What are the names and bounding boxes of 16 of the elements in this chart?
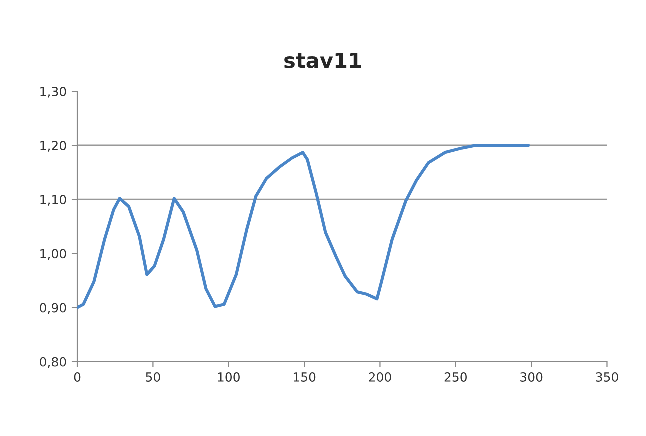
chart-title: stav11 [284,52,362,68]
x-tick-label: 300 [520,372,543,382]
x-tick-label: 50 [146,372,160,382]
x-tick-label: 0 [74,372,81,382]
y-tick-label: 1,00 [40,249,66,260]
x-tick-label: 200 [369,372,392,382]
line-series [78,144,530,310]
x-tick-label: 250 [444,372,467,382]
x-tick-label: 150 [294,372,316,382]
y-tick-label: 1,20 [40,141,66,152]
y-tick-label: 1,10 [40,195,66,206]
y-tick-label: 0,80 [40,357,66,368]
y-tick-label: 1,30 [40,87,66,98]
y-tick-label: 0,90 [40,303,66,314]
x-tick-label: 100 [218,372,240,382]
x-tick-label: 350 [596,372,618,382]
